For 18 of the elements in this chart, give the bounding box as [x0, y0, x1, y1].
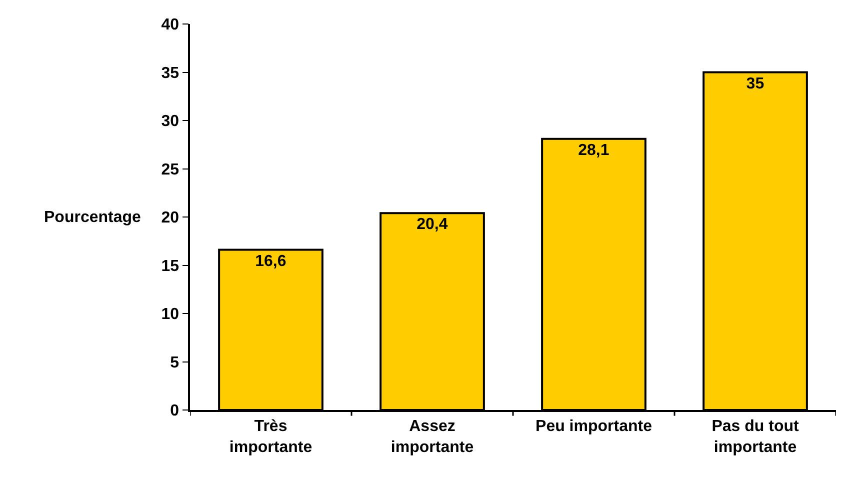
y-tick-label: 0	[170, 402, 180, 420]
x-tick-label: Pas du tout importante	[712, 418, 800, 456]
x-tick-label: Peu importante	[536, 418, 652, 435]
x-tick-label: Très importante	[229, 418, 312, 456]
y-tick-label: 40	[161, 16, 180, 34]
data-label: 28,1	[578, 142, 610, 159]
y-tick-label: 20	[161, 210, 180, 227]
data-label: 16,6	[255, 252, 286, 270]
y-tick-label: 10	[161, 306, 180, 324]
y-tick-label: 25	[161, 161, 180, 178]
x-tick-label: Assez importante	[390, 418, 474, 456]
y-axis-title: Pourcentage	[44, 209, 142, 226]
y-tick-label: 35	[161, 64, 180, 82]
data-label: 20,4	[416, 216, 448, 234]
y-tick-label: 15	[161, 258, 180, 275]
data-label: 35	[746, 75, 764, 92]
y-tick-label: 5	[170, 354, 180, 372]
y-tick-label: 30	[161, 113, 180, 130]
